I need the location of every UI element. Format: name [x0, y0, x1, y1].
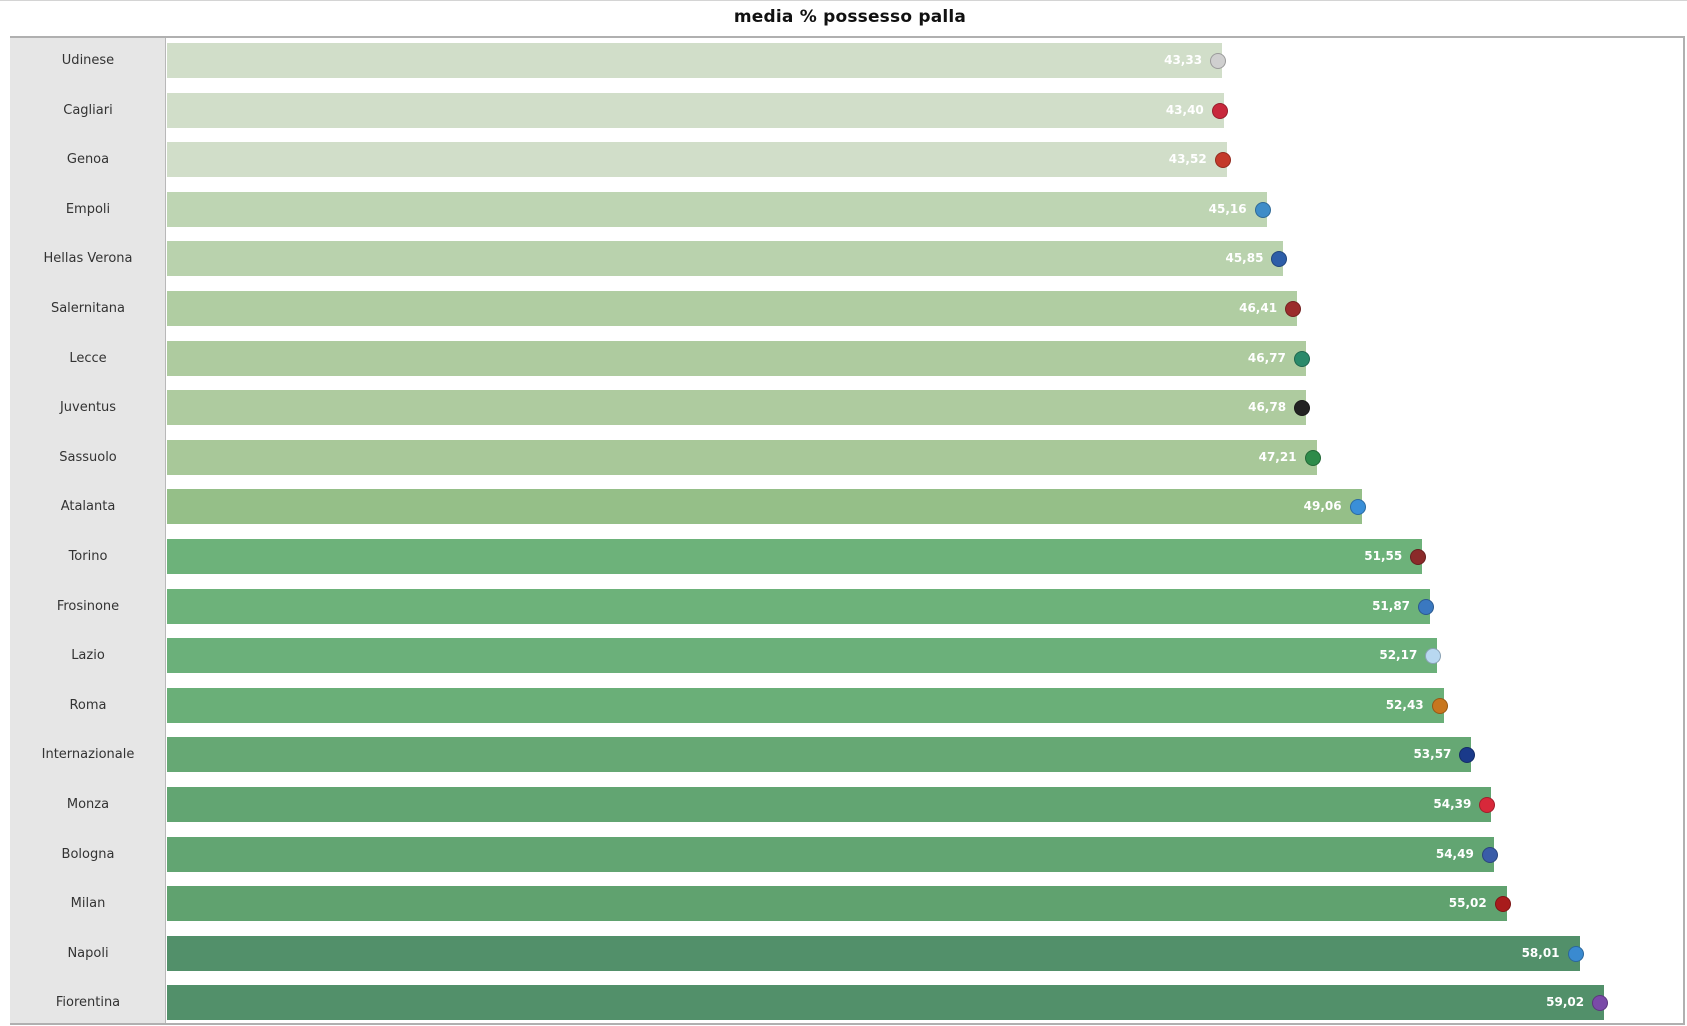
bologna-crest-icon	[1481, 847, 1498, 863]
bar	[167, 440, 1317, 475]
category-label: Napoli	[67, 946, 109, 961]
value-label: 47,21	[1258, 450, 1297, 464]
bar	[167, 241, 1284, 276]
value-label: 45,16	[1208, 202, 1247, 216]
category-label: Atalanta	[60, 499, 116, 514]
plot-frame	[10, 36, 1685, 1025]
category-label: Monza	[66, 797, 110, 812]
bar	[167, 837, 1494, 872]
bar	[167, 341, 1306, 376]
cagliari-crest-icon	[1211, 103, 1228, 119]
value-label: 51,87	[1372, 599, 1411, 613]
category-axis-panel	[10, 38, 166, 1023]
category-label: Empoli	[65, 202, 111, 217]
milan-crest-icon	[1494, 896, 1511, 912]
category-label: Cagliari	[63, 103, 113, 118]
empoli-crest-icon	[1254, 202, 1271, 218]
value-label: 46,78	[1248, 400, 1287, 414]
bar	[167, 688, 1444, 723]
bar	[167, 886, 1507, 921]
atalanta-crest-icon	[1349, 499, 1366, 515]
category-label: Bologna	[61, 847, 115, 862]
category-label: Hellas Verona	[43, 251, 133, 266]
category-label: Salernitana	[50, 301, 126, 316]
fiorentina-crest-icon	[1592, 995, 1609, 1011]
top-divider	[0, 0, 1687, 1]
chart-title: media % possesso palla	[733, 7, 967, 27]
category-label: Roma	[69, 698, 107, 713]
udinese-crest-icon	[1210, 53, 1227, 69]
roma-crest-icon	[1431, 698, 1448, 714]
category-label: Internazionale	[41, 747, 135, 762]
bar	[167, 291, 1298, 326]
category-label: Juventus	[59, 400, 117, 415]
value-label: 51,55	[1364, 549, 1403, 563]
category-label: Frosinone	[56, 599, 120, 614]
salernitana-crest-icon	[1285, 301, 1302, 317]
value-label: 43,52	[1168, 152, 1207, 166]
category-label: Sassuolo	[59, 450, 117, 465]
napoli-crest-icon	[1567, 946, 1584, 962]
category-label: Lazio	[71, 648, 105, 663]
value-label: 49,06	[1303, 499, 1342, 513]
bar	[167, 142, 1227, 177]
hellas-verona-crest-icon	[1271, 251, 1288, 267]
bar	[167, 936, 1580, 971]
category-label: Genoa	[66, 152, 110, 167]
frosinone-crest-icon	[1418, 599, 1435, 615]
value-label: 59,02	[1546, 995, 1585, 1009]
bar	[167, 192, 1267, 227]
bar	[167, 589, 1431, 624]
value-label: 58,01	[1521, 946, 1560, 960]
torino-crest-icon	[1410, 549, 1427, 565]
internazionale-crest-icon	[1459, 747, 1476, 763]
bar	[167, 539, 1423, 574]
bar	[167, 985, 1605, 1020]
sassuolo-crest-icon	[1304, 450, 1321, 466]
lecce-crest-icon	[1293, 351, 1310, 367]
value-label: 45,85	[1225, 251, 1264, 265]
value-label: 43,40	[1165, 103, 1204, 117]
bar	[167, 737, 1472, 772]
category-label: Lecce	[69, 351, 107, 366]
lazio-crest-icon	[1425, 648, 1442, 664]
value-label: 54,39	[1433, 797, 1472, 811]
value-label: 46,41	[1239, 301, 1278, 315]
category-label: Torino	[68, 549, 108, 564]
bar	[167, 787, 1492, 822]
juventus-crest-icon	[1294, 400, 1311, 416]
genoa-crest-icon	[1214, 152, 1231, 168]
bar	[167, 43, 1223, 78]
category-label: Milan	[70, 896, 106, 911]
bar	[167, 390, 1307, 425]
monza-crest-icon	[1479, 797, 1496, 813]
bar	[167, 489, 1362, 524]
value-label: 52,17	[1379, 648, 1418, 662]
value-label: 52,43	[1385, 698, 1424, 712]
value-label: 53,57	[1413, 747, 1452, 761]
value-label: 43,33	[1164, 53, 1203, 67]
category-label: Udinese	[61, 53, 115, 68]
bar	[167, 93, 1224, 128]
bar	[167, 638, 1438, 673]
value-label: 55,02	[1448, 896, 1487, 910]
value-label: 46,77	[1247, 351, 1286, 365]
category-label: Fiorentina	[55, 995, 121, 1010]
value-label: 54,49	[1435, 847, 1474, 861]
